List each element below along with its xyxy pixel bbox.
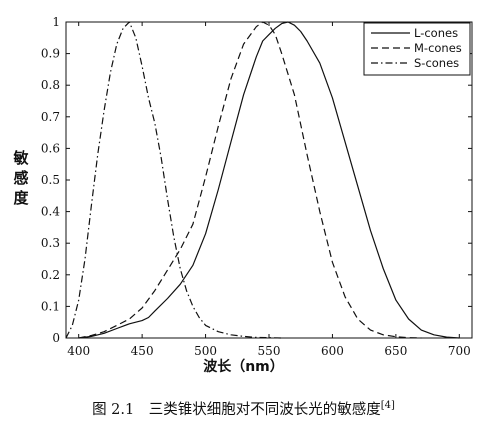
legend-label: S-cones <box>414 56 459 70</box>
axis-ticks: 400 450 500 550 600 650 700 0 0.1 0.2 0.3 0.4 0.5 0.6… <box>41 15 472 358</box>
x-tick-label: 550 <box>258 344 281 358</box>
caption-citation: [4] <box>380 400 395 412</box>
y-tick-label: 0.2 <box>41 268 60 282</box>
y-axis-label-char: 感 <box>13 169 29 187</box>
x-tick-label: 400 <box>67 344 90 358</box>
sensitivity-chart: 400 450 500 550 600 650 700 0 0.1 0.2 0.3 0.4 0.5 0.6… <box>41 15 473 358</box>
y-tick-label: 0.9 <box>41 47 60 61</box>
figure-caption: 图 2.1 三类锥状细胞对不同波长光的敏感度[4] <box>0 398 487 419</box>
y-axis-label-char: 度 <box>13 189 29 207</box>
legend-label: M-cones <box>414 41 462 55</box>
y-tick-label: 0.3 <box>41 236 60 250</box>
y-tick-label: 0.4 <box>41 205 60 219</box>
legend-label: L-cones <box>414 26 458 40</box>
y-tick-label: 0.6 <box>41 141 60 155</box>
y-tick-label: 0.7 <box>41 110 60 124</box>
caption-text: 图 2.1 三类锥状细胞对不同波长光的敏感度 <box>92 402 381 418</box>
x-tick-label: 450 <box>131 344 154 358</box>
series-line-m-cones <box>78 21 422 339</box>
series-line-s-cones <box>65 21 282 339</box>
series-lines <box>65 21 460 339</box>
y-tick-label: 0.5 <box>41 173 60 187</box>
y-axis-label: 敏 感 度 <box>8 148 34 208</box>
x-tick-label: 600 <box>321 344 344 358</box>
x-tick-label: 700 <box>448 344 471 358</box>
y-axis-label-char: 敏 <box>13 149 29 167</box>
y-tick-label: 0.1 <box>41 299 60 313</box>
legend-box <box>363 22 471 76</box>
x-tick-label: 500 <box>194 344 217 358</box>
y-tick-label: 0 <box>52 331 60 345</box>
series-line-l-cones <box>78 21 460 339</box>
y-tick-label: 1 <box>52 15 60 29</box>
x-tick-label: 650 <box>384 344 407 358</box>
x-axis-label: 波长（nm） <box>203 359 284 375</box>
y-tick-label: 0.8 <box>41 78 60 92</box>
